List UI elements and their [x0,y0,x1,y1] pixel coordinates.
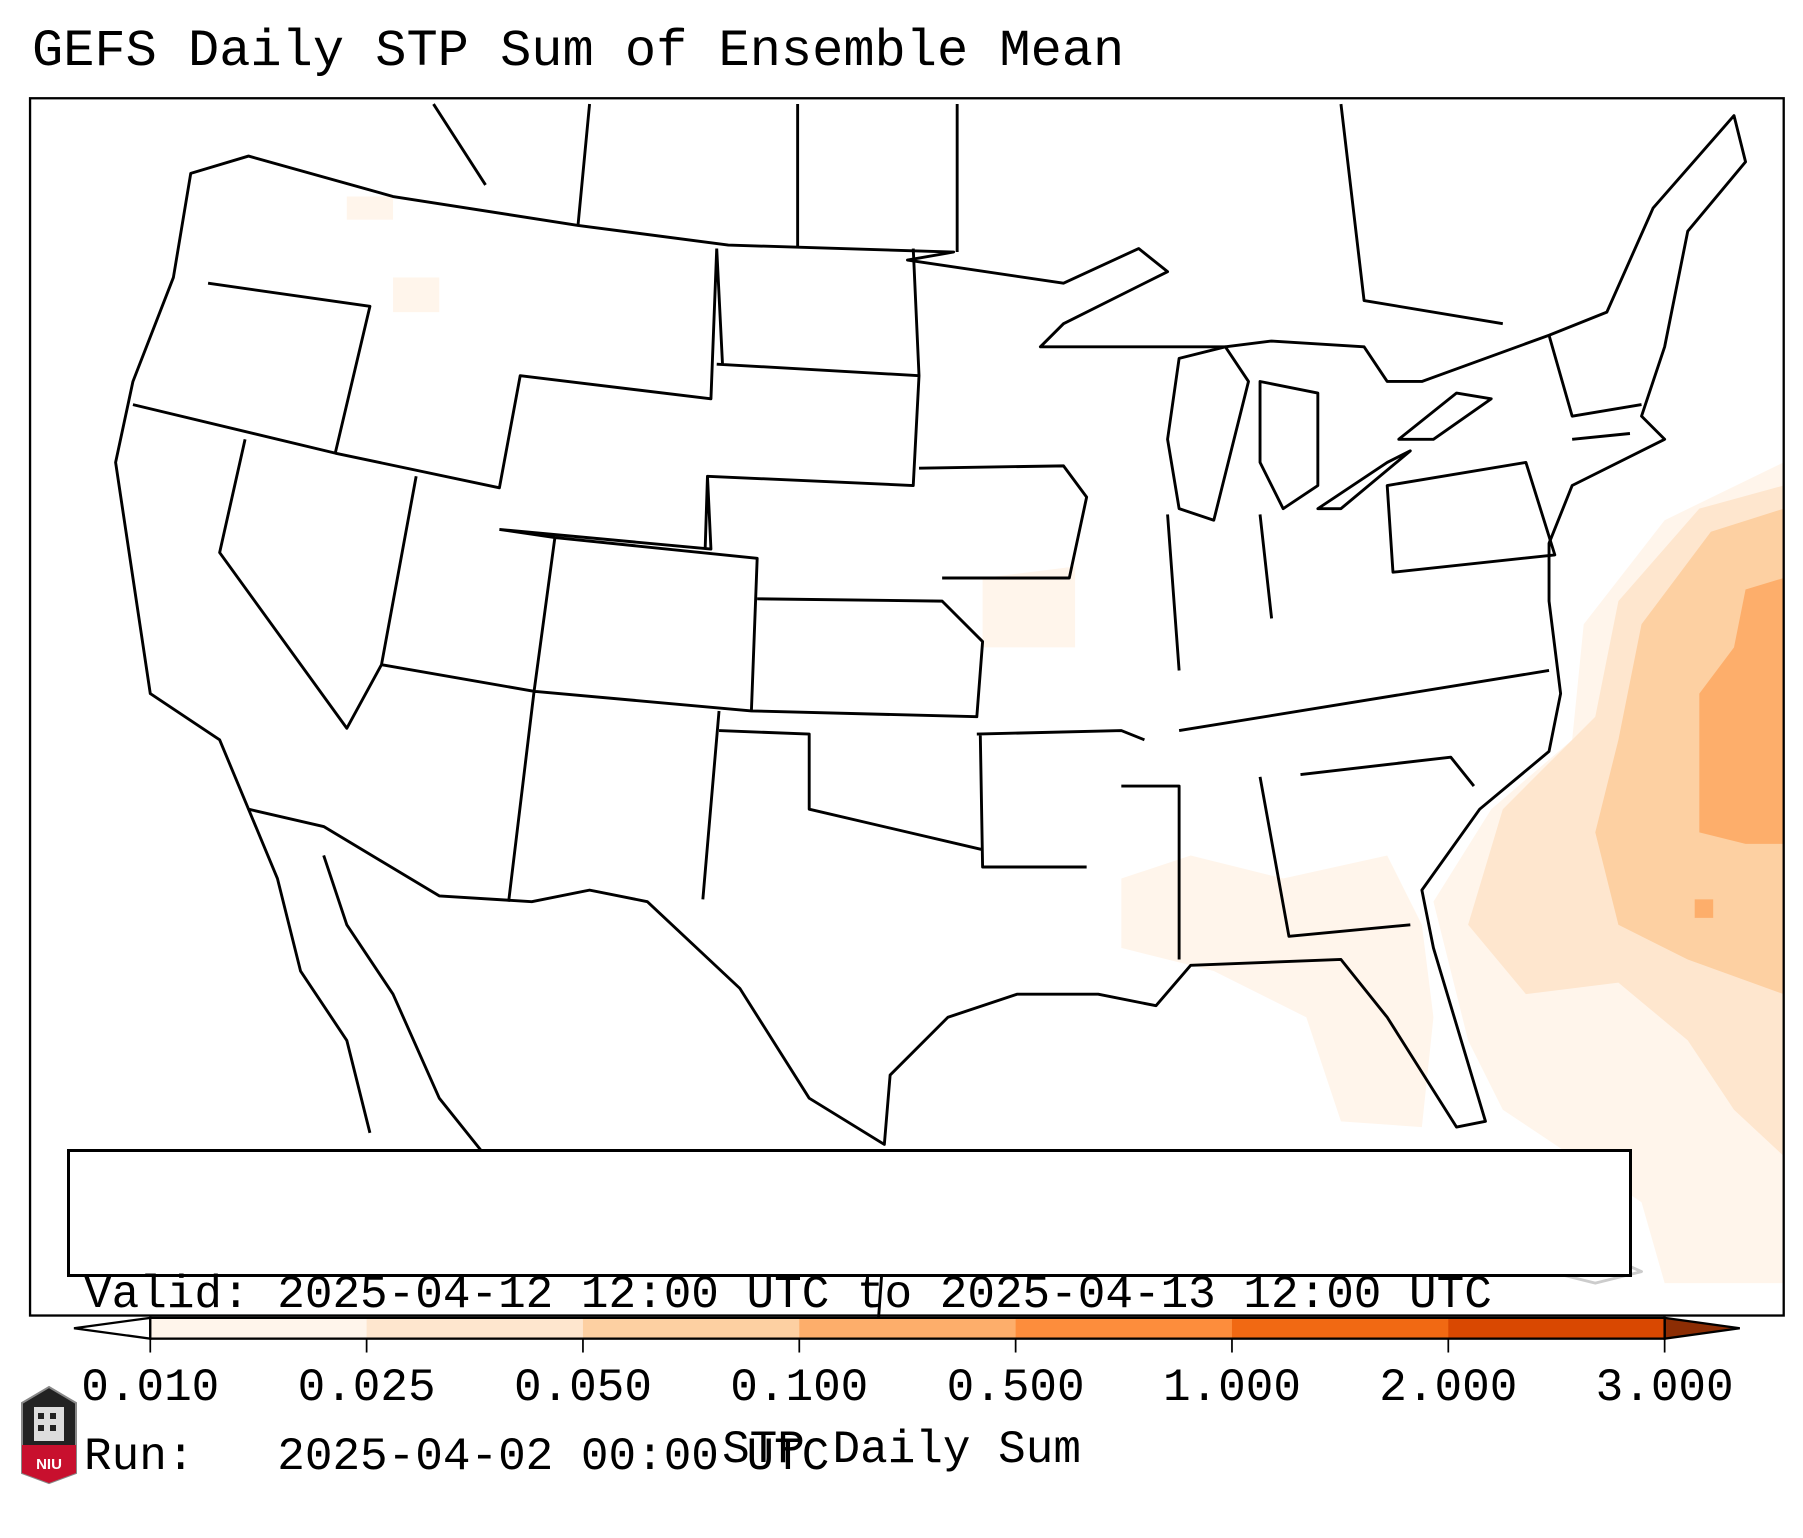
state-borders [132,103,1642,960]
colorbar-tick-label: 2.000 [1379,1362,1518,1414]
colorbar-segment [799,1317,1017,1339]
colorbar [73,1316,1740,1353]
niu-logo: NIU [21,1385,77,1485]
colorbar-tick-label: 0.100 [730,1362,869,1414]
colorbar-tick-label: 0.500 [946,1362,1085,1414]
colorbar-segment [1015,1317,1233,1339]
colorbar-segment [1231,1317,1449,1339]
svg-text:NIU: NIU [36,1456,62,1473]
colorbar-tick-label: 0.010 [81,1362,220,1414]
shade-nw2 [393,277,440,313]
colorbar-segment [582,1317,800,1339]
colorbar-over-arrow [1663,1316,1740,1340]
colorbar-frame [149,1316,1666,1340]
plot-title: GEFS Daily STP Sum of Ensemble Mean [32,22,1125,81]
map-boundaries [114,103,1748,1318]
shade-nw [346,196,394,220]
shade-orange-dot [1694,899,1714,918]
colorbar-segment [150,1317,368,1339]
valid-time-text: Valid: 2025-04-12 12:00 UTC to 2025-04-1… [84,1269,1492,1321]
colorbar-tick-label: 3.000 [1595,1362,1734,1414]
colorbar-segment [366,1317,584,1339]
colorbar-tick-label: 0.025 [297,1362,436,1414]
colorbar-tick-label: 0.050 [513,1362,652,1414]
colorbar-label: STP Daily Sum [722,1424,1081,1476]
colorbar-segment [1448,1317,1666,1339]
stp-shading [346,196,1784,1284]
shade-gulf [1121,855,1434,1128]
conus-outline [114,114,1748,1146]
shade-orange [1699,578,1784,844]
colorbar-tick-label: 1.000 [1162,1362,1301,1414]
shade-medium [1595,508,1784,995]
run-time-text: Run: 2025-04-02 00:00 UTC [84,1431,830,1483]
great-lakes [1166,345,1493,522]
valid-run-info-box: Valid: 2025-04-12 12:00 UTC to 2025-04-1… [67,1149,1632,1483]
shade-midwest [982,566,1076,648]
map-frame [28,97,1785,1317]
map [28,97,1785,1353]
